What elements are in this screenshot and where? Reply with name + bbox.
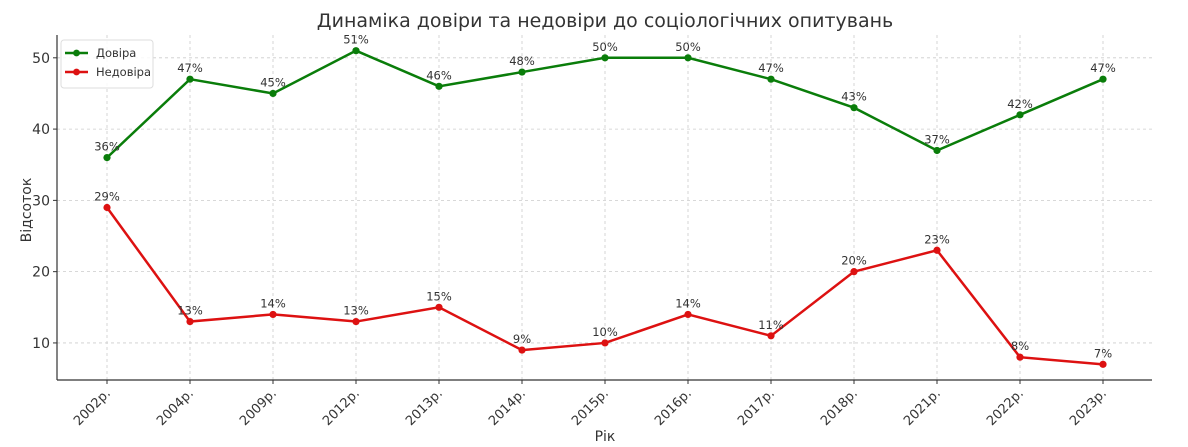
- x-tick-label: 2013р.: [403, 386, 446, 429]
- data-point: [684, 310, 692, 319]
- legend-label: Недовіра: [96, 65, 151, 79]
- x-tick-label: 2023р.: [1067, 386, 1110, 429]
- data-label: 14%: [675, 296, 701, 310]
- data-point: [186, 317, 194, 326]
- data-point: [518, 68, 526, 76]
- data-point: [684, 54, 692, 62]
- data-point: [1099, 75, 1107, 83]
- x-tick-label: 2021р.: [901, 386, 944, 429]
- data-label: 42%: [1007, 97, 1033, 111]
- data-label: 10%: [592, 325, 618, 339]
- data-point: [933, 146, 941, 155]
- series-group: 36% 47% 45% 51% 46% 48% 50% 50% 47% 43% 37% 42% 47% 2…: [94, 33, 1116, 368]
- data-label: 23%: [924, 232, 950, 246]
- y-tick-label: 40: [32, 122, 50, 138]
- data-label: 15%: [426, 289, 452, 303]
- y-tick-label: 50: [32, 51, 50, 67]
- data-label: 7%: [1094, 346, 1112, 360]
- x-axis-label: Рік: [595, 429, 616, 445]
- chart-title: Динаміка довіри та недовіри до соціологі…: [317, 10, 893, 32]
- data-label: 14%: [260, 296, 286, 310]
- legend-marker: [73, 49, 80, 57]
- axes: 2002р. 2004р. 2009р. 2012р. 2013р. 2014р. 2015…: [32, 35, 1152, 429]
- data-label: 47%: [1090, 61, 1116, 75]
- data-label: 48%: [509, 54, 535, 68]
- data-label: 43%: [841, 90, 867, 104]
- legend-marker: [73, 68, 80, 76]
- data-point: [601, 54, 609, 62]
- x-tick-label: 2012р.: [320, 386, 363, 429]
- data-label: 47%: [177, 61, 203, 75]
- data-label: 46%: [426, 68, 452, 82]
- data-point: [1016, 353, 1024, 361]
- data-point: [269, 310, 277, 319]
- data-label: 13%: [343, 304, 369, 318]
- data-label: 13%: [177, 304, 203, 318]
- x-tick-label: 2018р.: [818, 386, 861, 429]
- data-point: [269, 89, 277, 98]
- data-label: 37%: [924, 132, 950, 146]
- data-label: 45%: [260, 75, 286, 89]
- legend-label: Довіра: [96, 46, 136, 60]
- data-label: 47%: [758, 61, 784, 75]
- data-point: [352, 47, 360, 55]
- data-label: 20%: [841, 254, 867, 268]
- data-point: [850, 268, 858, 276]
- data-point: [767, 75, 775, 83]
- data-point: [103, 203, 111, 212]
- data-point: [103, 154, 111, 162]
- x-tick-label: 2017р.: [735, 386, 778, 429]
- data-point: [518, 346, 526, 354]
- data-point: [933, 246, 941, 254]
- data-point: [1016, 111, 1024, 119]
- x-tick-label: 2014р.: [486, 386, 529, 429]
- x-tick-label: 2015р.: [569, 386, 612, 429]
- x-tick-label: 2004р.: [154, 386, 197, 429]
- y-tick-label: 20: [32, 265, 50, 281]
- x-tick-label: 2009р.: [237, 386, 280, 429]
- x-tick-label: 2002р.: [71, 386, 114, 429]
- data-label: 36%: [94, 140, 120, 154]
- data-point: [435, 303, 443, 311]
- data-point: [435, 82, 443, 90]
- data-label: 11%: [758, 318, 784, 332]
- data-point: [186, 75, 194, 83]
- data-label: 50%: [675, 40, 701, 54]
- x-tick-label: 2016р.: [652, 386, 695, 429]
- data-point: [1099, 360, 1107, 368]
- data-point: [850, 104, 858, 112]
- legend: Довіра Недовіра: [60, 39, 154, 89]
- x-tick-label: 2022р.: [984, 386, 1027, 429]
- y-axis-label: Відсоток: [19, 178, 35, 243]
- data-point: [767, 332, 775, 340]
- data-label: 51%: [343, 33, 369, 47]
- data-label: 8%: [1011, 339, 1029, 353]
- data-label: 9%: [513, 332, 531, 346]
- data-point: [601, 339, 609, 347]
- data-point: [352, 317, 360, 326]
- y-tick-label: 30: [32, 193, 50, 209]
- y-tick-label: 10: [32, 336, 50, 352]
- data-label: 29%: [94, 190, 120, 204]
- data-label: 50%: [592, 40, 618, 54]
